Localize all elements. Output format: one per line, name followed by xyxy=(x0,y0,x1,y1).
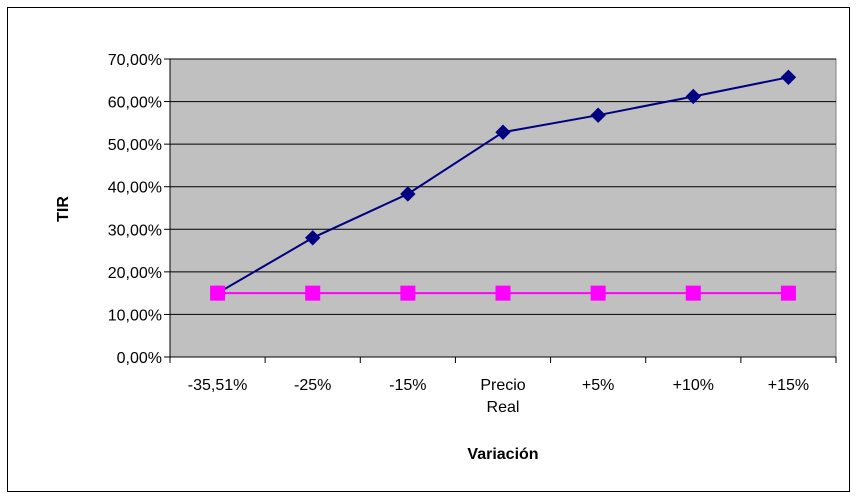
x-tick-label: -35,51% xyxy=(188,377,248,394)
series-2-point xyxy=(400,285,416,301)
series-1-point xyxy=(495,124,511,140)
plot-background xyxy=(169,58,837,358)
y-tick-labels: 0,00% 10,00% 20,00% 30,00% 40,00% 50,00% 60,00… xyxy=(108,52,162,367)
y-tick-label: 60,00% xyxy=(108,95,162,112)
gridlines xyxy=(170,58,836,315)
series-1-point xyxy=(305,230,321,246)
y-tick-label: 70,00% xyxy=(108,52,162,69)
series-2-point xyxy=(685,285,701,301)
series-1-point xyxy=(400,186,416,202)
y-tick-label: 50,00% xyxy=(108,137,162,154)
x-tick-label: +15% xyxy=(768,377,809,394)
x-tick-label: +5% xyxy=(582,377,614,394)
x-tick-label: +10% xyxy=(673,377,714,394)
y-tick-label: 10,00% xyxy=(108,307,162,324)
x-tick-label: -25% xyxy=(294,377,331,394)
y-tick-label: 20,00% xyxy=(108,265,162,282)
series-1-point xyxy=(590,107,606,123)
series-2-point xyxy=(495,285,511,301)
y-tick-label: 40,00% xyxy=(108,180,162,197)
x-tick-label: Precio Real xyxy=(480,377,525,416)
x-tick-labels: -35,51% -25% -15% Precio Real +5% +10% +15% xyxy=(188,377,809,416)
x-tick-label: -15% xyxy=(389,377,426,394)
series-2-point xyxy=(210,285,226,301)
y-tick-label: 0,00% xyxy=(117,350,162,367)
series-2-point xyxy=(590,285,606,301)
series-1-point xyxy=(685,88,701,105)
axes xyxy=(164,58,837,363)
y-axis-title: TIR xyxy=(55,196,72,222)
series-2-point xyxy=(780,285,796,301)
plot-area xyxy=(169,58,837,358)
series-markers xyxy=(209,69,797,301)
series-2-point xyxy=(305,285,321,301)
y-tick-label: 30,00% xyxy=(108,222,162,239)
series-1-point xyxy=(780,69,797,86)
x-axis-title: Variación xyxy=(467,446,538,463)
